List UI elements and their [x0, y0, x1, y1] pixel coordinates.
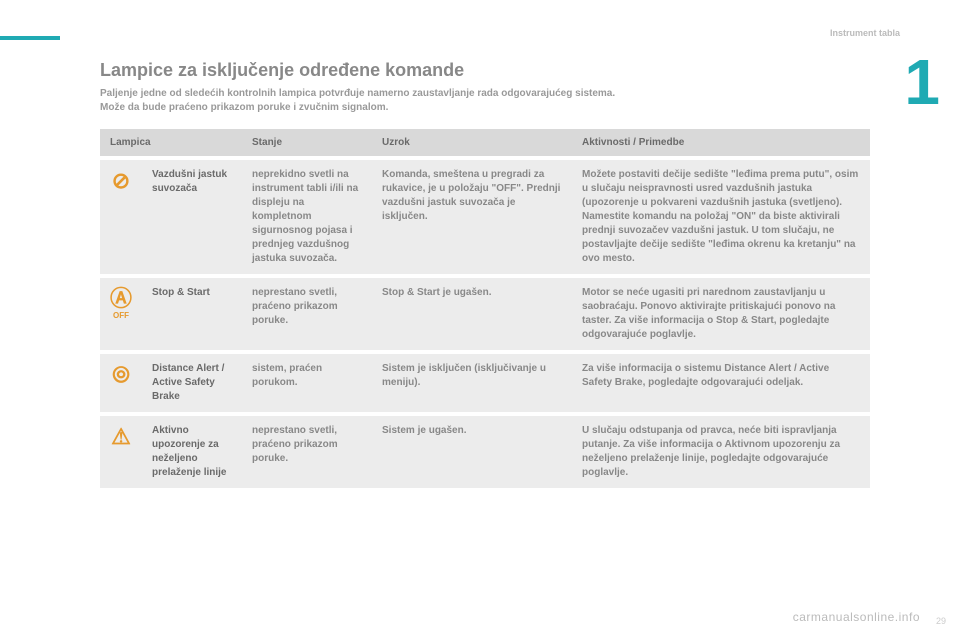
col-header-action: Aktivnosti / Primedbe	[572, 129, 870, 158]
row-cause: Stop & Start je ugašen.	[372, 276, 572, 352]
lane-departure-icon: ⚠	[111, 424, 131, 449]
intro-line-1: Paljenje jedne od sledećih kontrolnih la…	[100, 87, 870, 101]
table-row: ⦾ Distance Alert / Active Safety Brake s…	[100, 352, 870, 414]
table-row: Ⓐ OFF Stop & Start neprestano svetli, pr…	[100, 276, 870, 352]
row-action: Možete postaviti dečije sedište "leđima …	[572, 158, 870, 276]
row-state: sistem, praćen porukom.	[242, 352, 372, 414]
row-cause: Sistem je isključen (isključivanje u men…	[372, 352, 572, 414]
page-content: Lampice za isključenje određene komande …	[100, 60, 870, 492]
col-header-lamp: Lampica	[100, 129, 242, 158]
row-name: Stop & Start	[142, 276, 242, 352]
side-accent-bar	[0, 36, 60, 40]
airbag-off-icon: ⊘	[112, 168, 130, 193]
page-number: 29	[936, 616, 946, 626]
stop-start-icon: Ⓐ	[110, 288, 132, 310]
distance-alert-icon: ⦾	[112, 362, 130, 387]
page-title: Lampice za isključenje određene komande	[100, 60, 870, 81]
row-cause: Komanda, smeštena u pregradi za rukavice…	[372, 158, 572, 276]
row-action: Motor se neće ugasiti pri narednom zaust…	[572, 276, 870, 352]
row-state: neprekidno svetli na instrument tabli i/…	[242, 158, 372, 276]
row-name: Distance Alert / Active Safety Brake	[142, 352, 242, 414]
stop-start-icon-sub: OFF	[110, 310, 132, 321]
col-header-state: Stanje	[242, 129, 372, 158]
col-header-cause: Uzrok	[372, 129, 572, 158]
table-row: ⊘ Vazdušni jastuk suvozača neprekidno sv…	[100, 158, 870, 276]
row-action: Za više informacija o sistemu Distance A…	[572, 352, 870, 414]
row-state: neprestano svetli, praćeno prikazom poru…	[242, 414, 372, 490]
warning-lamps-table: Lampica Stanje Uzrok Aktivnosti / Primed…	[100, 129, 870, 492]
table-row: ⚠ Aktivno upozorenje za neželjeno prelaž…	[100, 414, 870, 490]
row-action: U slučaju odstupanja od pravca, neće bit…	[572, 414, 870, 490]
row-cause: Sistem je ugašen.	[372, 414, 572, 490]
chapter-label: Instrument tabla	[830, 28, 900, 38]
row-name: Aktivno upozorenje za neželjeno prelažen…	[142, 414, 242, 490]
intro-line-2: Može da bude praćeno prikazom poruke i z…	[100, 101, 870, 115]
chapter-number: 1	[904, 50, 940, 114]
intro-text: Paljenje jedne od sledećih kontrolnih la…	[100, 87, 870, 115]
row-state: neprestano svetli, praćeno prikazom poru…	[242, 276, 372, 352]
row-name: Vazdušni jastuk suvozača	[142, 158, 242, 276]
footer-watermark: carmanualsonline.info	[793, 610, 920, 624]
